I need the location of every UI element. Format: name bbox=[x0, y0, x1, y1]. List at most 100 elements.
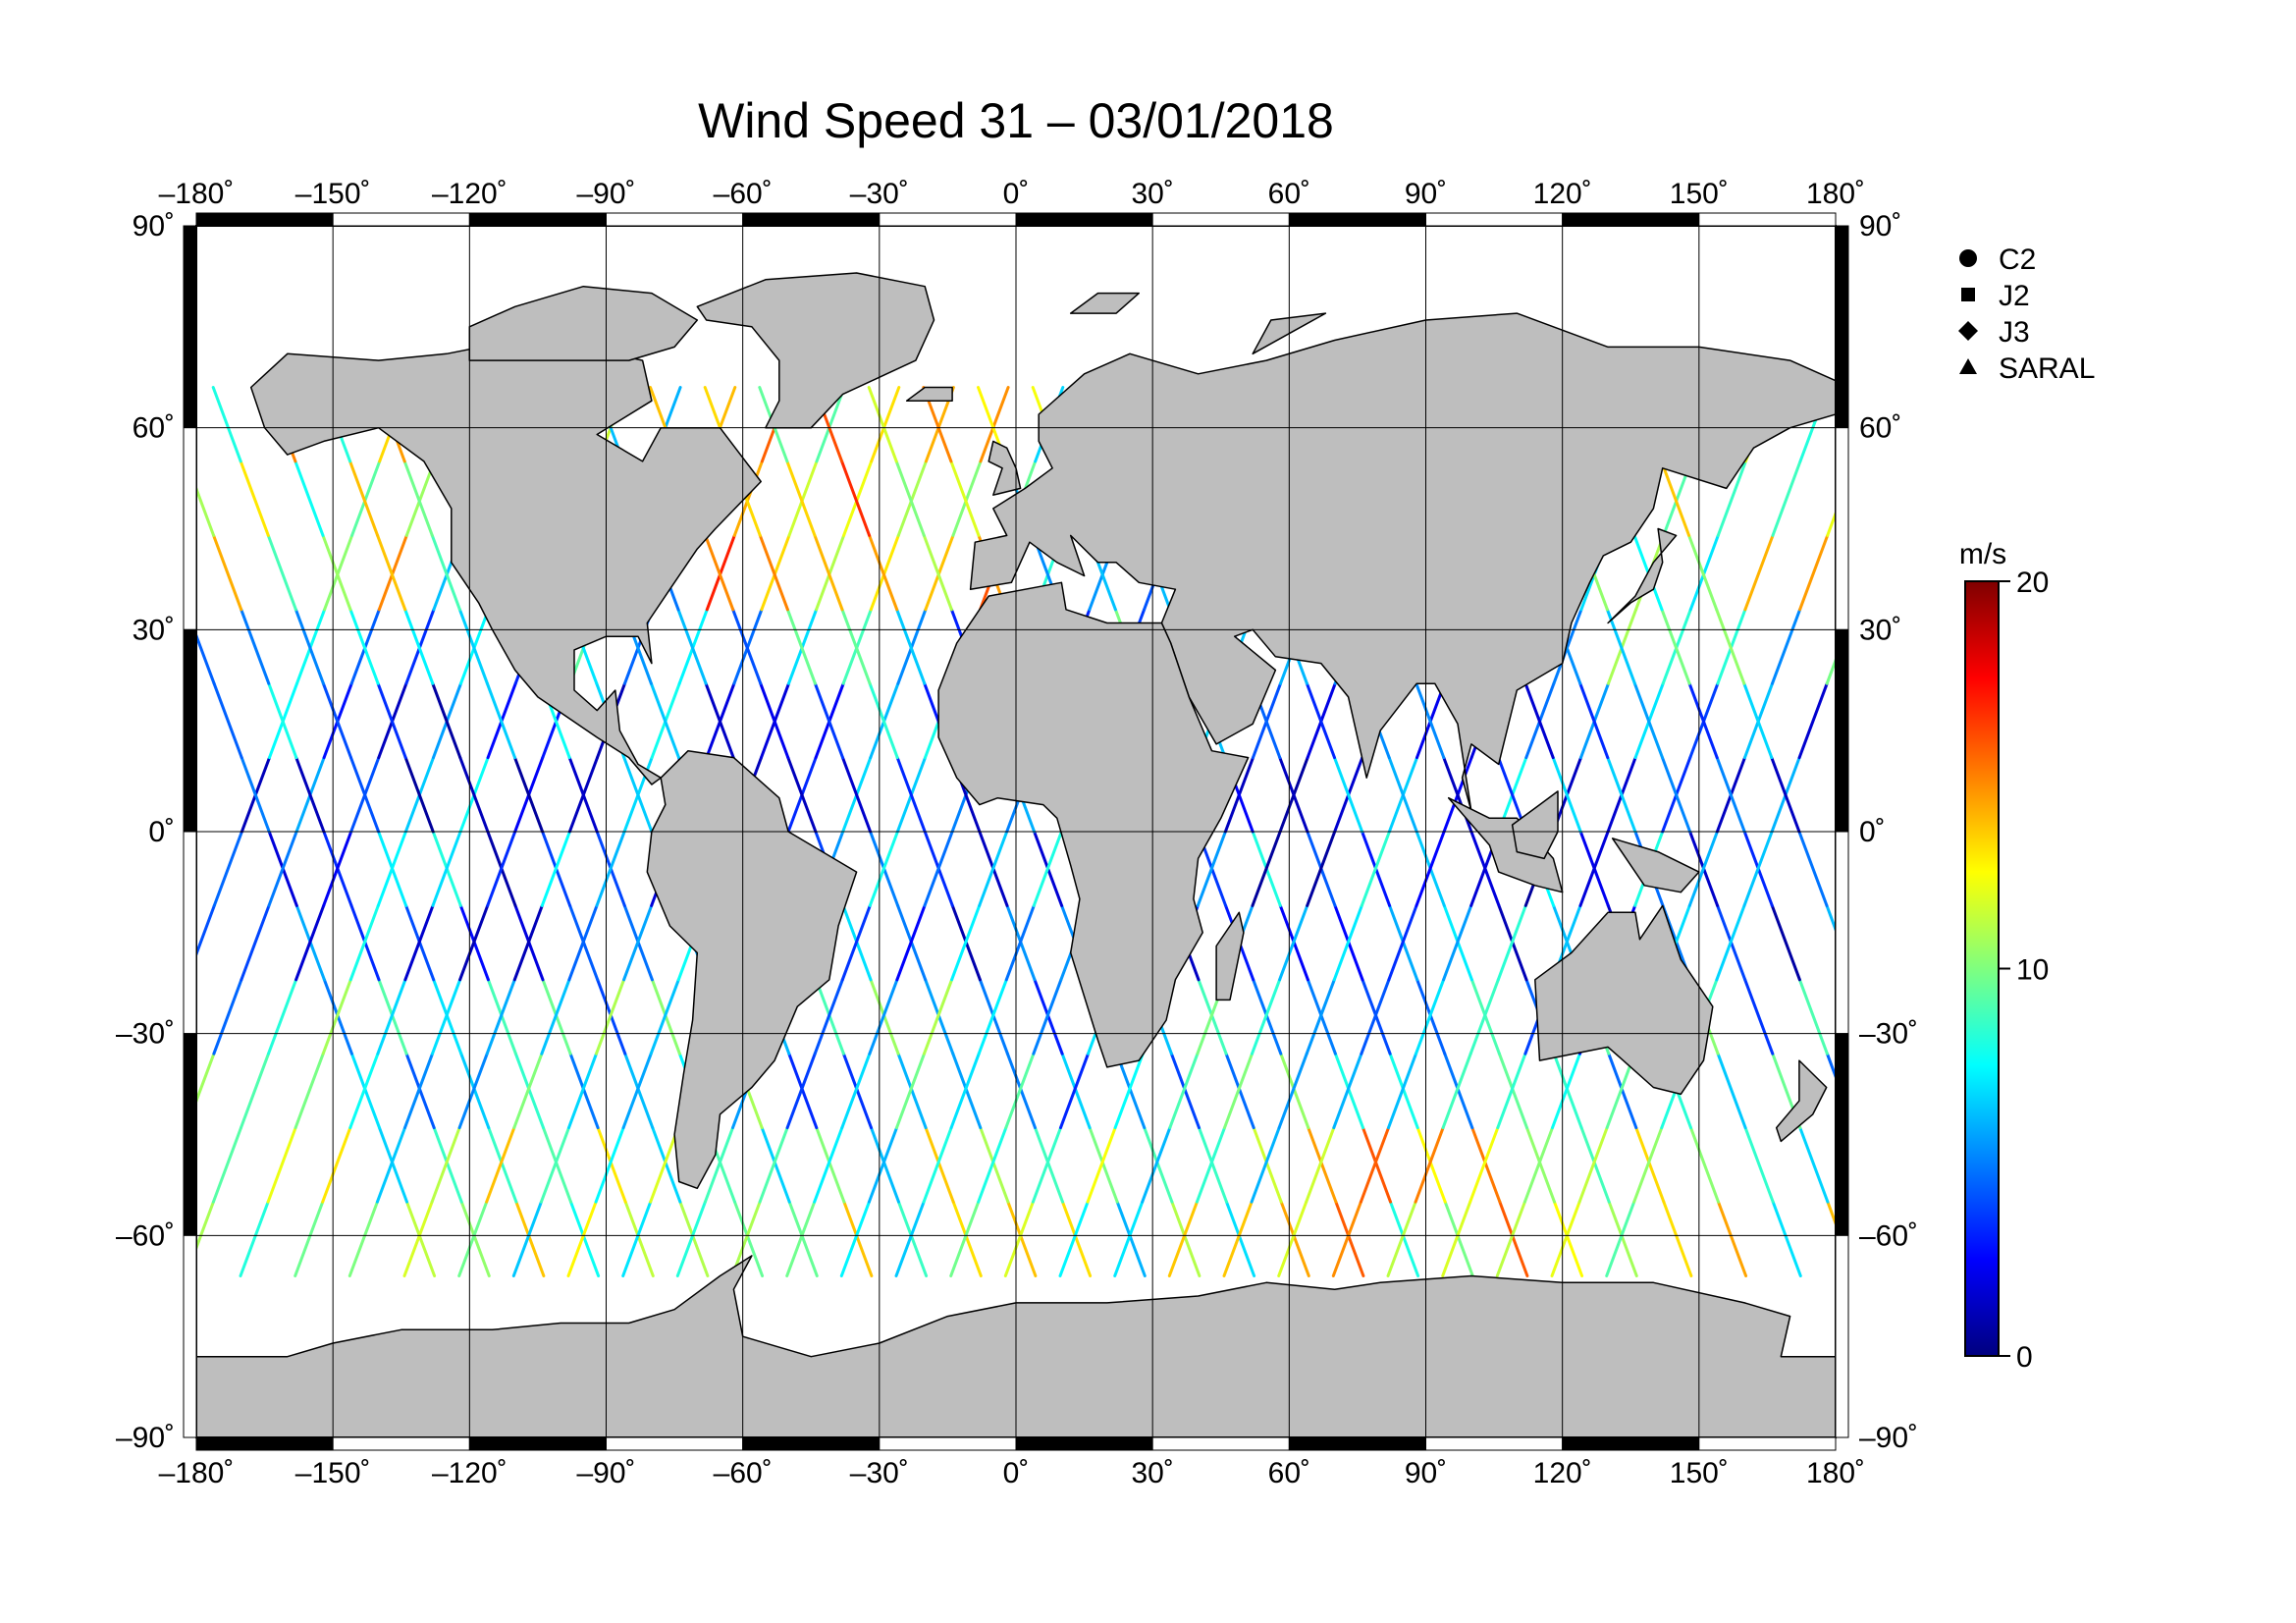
colorbar-tick-label: 0 bbox=[2016, 1341, 2033, 1374]
legend-item-j2: J2 bbox=[1961, 280, 2030, 312]
lat-tick-label-left: –30˚ bbox=[116, 1018, 175, 1051]
frame-segment bbox=[1562, 212, 1700, 227]
track-segment bbox=[1443, 1052, 1474, 1130]
lon-tick-label-top: –180˚ bbox=[159, 178, 235, 210]
colorbar-tick-label: 10 bbox=[2016, 954, 2049, 987]
track-segment bbox=[1606, 756, 1637, 834]
track-segment bbox=[1661, 756, 1692, 834]
track-segment bbox=[431, 978, 462, 1055]
track-segment bbox=[785, 1200, 817, 1277]
track-segment bbox=[1607, 1052, 1638, 1130]
track-segment bbox=[212, 830, 243, 907]
lon-tick-label-top: 60˚ bbox=[1268, 178, 1310, 210]
track-segment bbox=[403, 608, 435, 685]
track-segment bbox=[1937, 1202, 1964, 1275]
track-segment bbox=[813, 978, 844, 1055]
frame-segment bbox=[468, 212, 608, 227]
track-segment bbox=[1468, 978, 1500, 1055]
frame-segment bbox=[1835, 1033, 1849, 1236]
track-segment bbox=[1279, 1200, 1310, 1277]
wind-speed-colorbar: m/s 20 10 0 bbox=[1959, 538, 2050, 1374]
track-segment bbox=[1578, 830, 1610, 907]
land-svalbard bbox=[1069, 292, 1141, 314]
track-segment bbox=[1553, 1200, 1584, 1277]
track-segment bbox=[895, 756, 927, 834]
track-segment bbox=[840, 903, 872, 982]
lon-tick-label-top: 30˚ bbox=[1131, 178, 1173, 210]
track-segment bbox=[1004, 1052, 1036, 1130]
track-segment bbox=[266, 533, 297, 612]
map-area bbox=[159, 212, 1964, 1451]
track-segment bbox=[1578, 681, 1610, 760]
frame-segment bbox=[606, 212, 744, 227]
track-segment bbox=[758, 533, 789, 612]
lat-tick-label-left: 90˚ bbox=[133, 210, 175, 243]
track-segment bbox=[1305, 1126, 1336, 1204]
track-segment bbox=[758, 1126, 789, 1204]
track-segment bbox=[240, 903, 271, 982]
track-segment bbox=[731, 608, 763, 685]
colorbar-ticks: 20 10 0 bbox=[1999, 567, 2049, 1374]
frame-segment bbox=[183, 1033, 197, 1236]
track-segment bbox=[1771, 1200, 1802, 1277]
track-segment bbox=[267, 681, 298, 760]
track-segment bbox=[1909, 388, 1937, 461]
track-segment bbox=[703, 1126, 734, 1204]
track-segment bbox=[1605, 1200, 1636, 1277]
track-segment bbox=[294, 1200, 325, 1277]
track-segment bbox=[1634, 1126, 1666, 1204]
track-segment bbox=[211, 1126, 242, 1204]
frame-segment bbox=[1015, 1436, 1153, 1451]
track-segment bbox=[457, 608, 489, 685]
land-iceland bbox=[905, 386, 953, 402]
track-segment bbox=[1825, 903, 1836, 934]
lon-tick-label-bottom: 90˚ bbox=[1405, 1457, 1447, 1489]
land-australia bbox=[1534, 904, 1714, 1096]
track-segment bbox=[457, 1052, 489, 1130]
lon-tick-label-bottom: 120˚ bbox=[1533, 1457, 1592, 1489]
frame-segment bbox=[183, 427, 197, 630]
track-segment bbox=[321, 533, 352, 612]
track-segment bbox=[403, 903, 435, 982]
track-segment bbox=[1522, 1126, 1554, 1204]
track-segment bbox=[458, 756, 490, 834]
track-segment bbox=[1198, 1126, 1228, 1204]
track-segment bbox=[348, 1052, 380, 1130]
frame-segment bbox=[1151, 212, 1290, 227]
lon-tick-label-top: 180˚ bbox=[1806, 178, 1865, 210]
lat-tick-label-left: 60˚ bbox=[133, 412, 175, 445]
lat-tick-label-left: 0˚ bbox=[148, 816, 175, 848]
track-segment bbox=[1797, 681, 1829, 760]
track-segment bbox=[621, 1200, 653, 1277]
land-south-america bbox=[646, 749, 858, 1190]
track-segment bbox=[594, 1126, 625, 1204]
frame-segment bbox=[1562, 1436, 1700, 1451]
track-segment bbox=[950, 903, 982, 982]
track-segment bbox=[1388, 1052, 1419, 1130]
track-segment bbox=[949, 1052, 981, 1130]
track-segment bbox=[159, 1128, 187, 1203]
track-segment bbox=[485, 978, 516, 1055]
track-segment bbox=[1088, 1126, 1119, 1204]
track-segment bbox=[730, 1200, 762, 1277]
track-segment bbox=[1225, 1200, 1256, 1277]
track-segment bbox=[1441, 1052, 1472, 1130]
track-segment bbox=[405, 1200, 437, 1277]
track-segment bbox=[1305, 681, 1336, 760]
frame-segment bbox=[1835, 1234, 1849, 1438]
track-segment bbox=[951, 1052, 983, 1130]
longitude-ticks-bottom: –180˚ –150˚ –120˚ –90˚ –60˚ –30˚ 0˚ 30˚ 60˚ 90˚ 12… bbox=[159, 1457, 1865, 1489]
land-new-zealand bbox=[1775, 1059, 1828, 1143]
track-segment bbox=[839, 1200, 871, 1277]
track-segment bbox=[651, 1126, 682, 1204]
track-segment bbox=[786, 756, 818, 834]
track-segment bbox=[1115, 1200, 1147, 1277]
track-segment bbox=[951, 460, 983, 537]
track-segment bbox=[402, 460, 434, 537]
track-segment bbox=[1387, 903, 1418, 982]
track-segment bbox=[1770, 756, 1801, 834]
track-segment bbox=[923, 978, 954, 1055]
track-segment bbox=[1687, 681, 1719, 760]
frame-segment bbox=[1425, 1436, 1564, 1451]
track-segment bbox=[430, 533, 461, 612]
